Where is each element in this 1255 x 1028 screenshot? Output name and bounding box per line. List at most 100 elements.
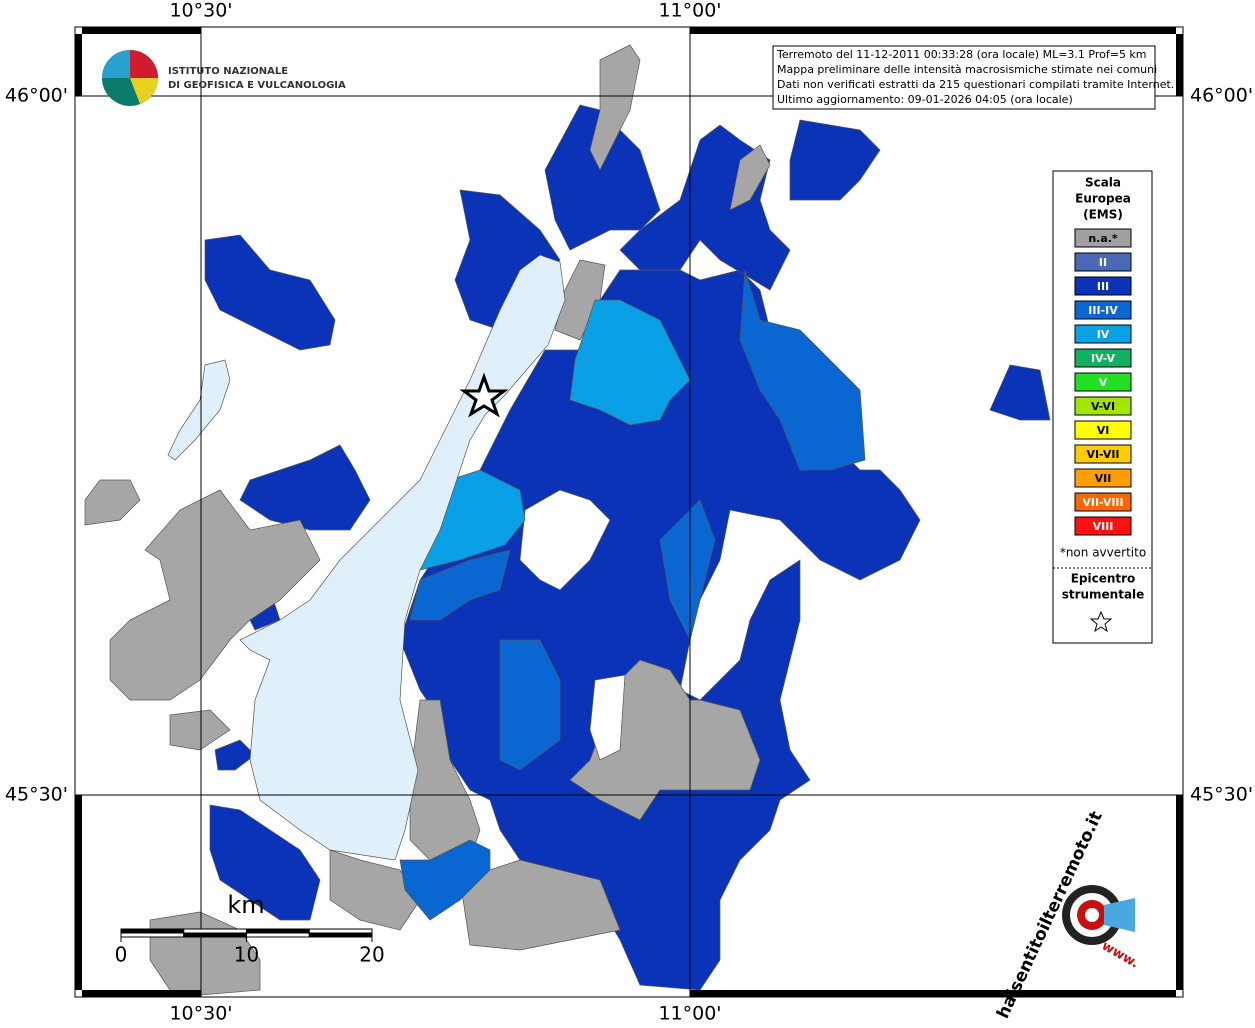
scale-segment (308, 932, 373, 938)
lon-label: 10°30' (169, 0, 232, 22)
region (729, 144, 771, 211)
frame-bar (82, 27, 201, 34)
scale-segment (246, 928, 310, 934)
frame (74, 26, 1184, 998)
legend-swatch (1074, 252, 1132, 272)
region (519, 489, 611, 591)
legend-swatch (1074, 348, 1132, 368)
region (989, 364, 1051, 421)
region (329, 849, 421, 931)
info-line: Dati non verificati estratti da 215 ques… (777, 78, 1174, 91)
frame-bar (82, 990, 201, 997)
legend-swatch (1074, 228, 1132, 248)
legend-star (1089, 610, 1113, 633)
region (399, 839, 491, 921)
region (84, 479, 141, 526)
brand-horn (1104, 898, 1135, 932)
legend-label: V-VI (1091, 400, 1115, 413)
legend-epicenter: strumentale (1062, 588, 1145, 602)
legend-title: Europea (1075, 192, 1131, 206)
scale-segment (308, 928, 373, 934)
frame-bar (690, 990, 1176, 997)
legend-label: VI-VII (1086, 448, 1119, 461)
legend-swatch (1074, 276, 1132, 296)
legend-swatch (1074, 492, 1132, 512)
region (544, 104, 661, 251)
region (789, 119, 881, 201)
region (239, 444, 371, 531)
region (459, 859, 621, 951)
region (109, 489, 321, 701)
legend-title: Scala (1085, 176, 1121, 190)
frame-bar (1176, 34, 1183, 96)
legend-label: IV (1097, 328, 1110, 341)
scale-segment (183, 928, 247, 934)
region (589, 674, 626, 761)
lon-label: 11°00' (658, 0, 721, 22)
legend-swatch (1074, 468, 1132, 488)
legend-title: (EMS) (1083, 208, 1123, 222)
region (169, 709, 231, 751)
legend-label: VI (1097, 424, 1110, 437)
lon-label: 10°30' (169, 1003, 232, 1025)
lat-label: 46°00' (1190, 85, 1253, 107)
region (739, 269, 866, 471)
frame-border (74, 26, 1184, 998)
scale-tick-label: 20 (359, 943, 384, 967)
region (589, 44, 641, 171)
info-box: Terremoto del 11-12-2011 00:33:28 (ora l… (772, 45, 1174, 110)
ingv-logo: ISTITUTO NAZIONALE DI GEOFISICA E VULCAN… (102, 50, 346, 106)
legend-label: VII-VIII (1082, 496, 1123, 509)
legend-swatch (1074, 300, 1132, 320)
legend-label: III (1097, 280, 1109, 293)
frame-bar (690, 27, 1176, 34)
frame-bar (75, 795, 82, 990)
scale-segment (246, 932, 310, 938)
scale-bar: km 0 10 20 (115, 891, 385, 967)
legend-swatch (1074, 324, 1132, 344)
info-line: Terremoto del 11-12-2011 00:33:28 (ora l… (776, 48, 1147, 61)
legend-label: II (1099, 256, 1107, 269)
legend-label: III-IV (1088, 304, 1118, 317)
legend-epicenter: Epicentro (1071, 572, 1136, 586)
scale-unit: km (227, 891, 264, 919)
municipalities (84, 44, 1051, 996)
scale-segment (120, 932, 185, 938)
brand-ring (1085, 908, 1099, 922)
epicenter-star (459, 372, 509, 418)
legend-label: VIII (1093, 520, 1114, 533)
region (204, 234, 336, 351)
info-line: Mappa preliminare delle intensità macros… (777, 63, 1157, 76)
region (409, 549, 511, 621)
scale-tick-label: 0 (115, 943, 128, 967)
lat-label: 45°30' (5, 784, 68, 806)
legend-swatch (1074, 444, 1132, 464)
region (209, 804, 321, 921)
frame-bar (75, 34, 82, 96)
info-line: Ultimo aggiornamento: 09-01-2026 04:05 (… (777, 93, 1073, 106)
logo-text: ISTITUTO NAZIONALE (168, 66, 288, 77)
logo-text: DI GEOFISICA E VULCANOLOGIA (168, 80, 346, 91)
region (569, 299, 691, 426)
legend: Scala Europea (EMS) *non avvertito Epice… (1052, 170, 1153, 644)
lat-label: 46°00' (5, 85, 68, 107)
lake (167, 359, 231, 461)
region (554, 259, 606, 341)
legend-note: *non avvertito (1060, 546, 1146, 560)
legend-swatch (1074, 396, 1132, 416)
legend-swatch (1074, 372, 1132, 392)
logo-segment (130, 50, 158, 78)
logo-segment (130, 78, 158, 104)
legend-label: IV-V (1091, 352, 1116, 365)
legend-swatch (1074, 420, 1132, 440)
legend-swatch (1074, 516, 1132, 536)
frame-bar (1176, 795, 1183, 990)
lat-label: 45°30' (1190, 784, 1253, 806)
legend-label: VII (1095, 472, 1112, 485)
scale-tick-label: 10 (234, 943, 259, 967)
region (499, 639, 561, 771)
scale-segment (120, 928, 185, 934)
scale-segment (183, 932, 247, 938)
region (214, 739, 256, 771)
